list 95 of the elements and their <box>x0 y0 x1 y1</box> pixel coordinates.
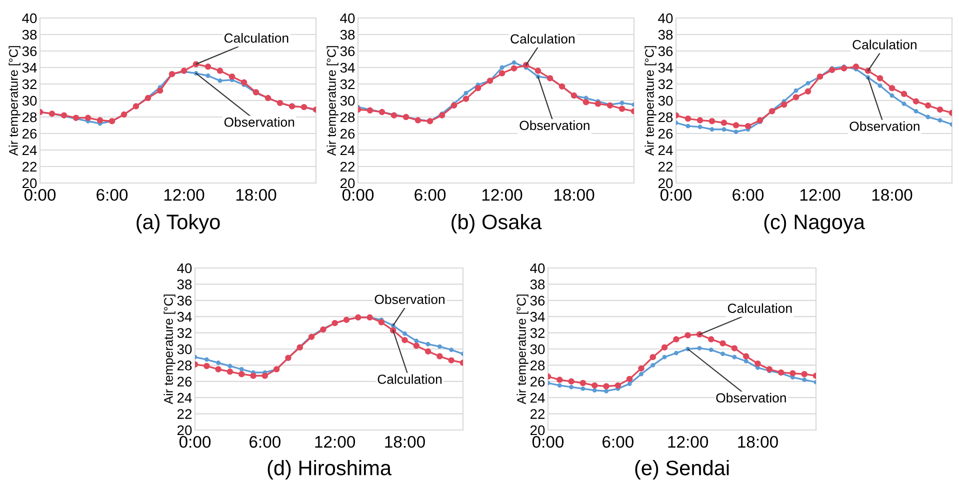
x-tick-label: 0:00 <box>532 436 564 448</box>
x-tick-label: 18:00 <box>554 188 594 201</box>
y-tick-label: 36 <box>177 296 192 306</box>
x-tick-label: 12:00 <box>164 188 204 201</box>
x-tick-label: 0:00 <box>660 188 692 201</box>
y-tick-label: 28 <box>22 112 37 122</box>
annotation: Observation <box>224 117 294 127</box>
y-tick-label: 40 <box>340 13 355 24</box>
y-tick-label: 24 <box>530 392 545 403</box>
y-tick-label: 24 <box>658 145 673 156</box>
y-tick-label: 30 <box>658 96 673 106</box>
x-tick-label: 18:00 <box>236 188 276 201</box>
y-tick-label: 26 <box>22 128 37 139</box>
y-tick-label: 22 <box>340 162 355 172</box>
y-tick-label: 26 <box>177 376 192 387</box>
y-tick-label: 24 <box>177 392 192 403</box>
y-tick-label: 22 <box>22 162 37 172</box>
y-tick-label: 34 <box>177 312 192 322</box>
x-tick-label: 12:00 <box>482 188 522 201</box>
y-tick-label: 40 <box>22 13 37 24</box>
y-tick-label: 40 <box>530 263 545 274</box>
y-tick-label: 20 <box>22 178 37 188</box>
x-tick-label: 0:00 <box>179 436 211 448</box>
y-tick-label: 22 <box>177 409 192 419</box>
y-tick-label: 26 <box>530 376 545 387</box>
y-tick-label: 30 <box>340 96 355 106</box>
y-axis-title: Air temperature [°C] <box>8 46 20 156</box>
annotation: Calculation <box>510 34 574 44</box>
y-tick-label: 30 <box>177 344 192 354</box>
x-tick-label: 6:00 <box>250 436 280 448</box>
x-tick-label: 12:00 <box>668 436 708 448</box>
y-tick-label: 20 <box>658 178 673 188</box>
y-tick-label: 28 <box>658 112 673 122</box>
y-tick-label: 26 <box>658 128 673 139</box>
y-tick-label: 38 <box>658 30 673 40</box>
x-tick-label: 18:00 <box>872 188 912 201</box>
y-tick-label: 30 <box>530 344 545 354</box>
x-tick-label: 6:00 <box>414 188 446 201</box>
text: (a) Tokyo <box>136 214 220 234</box>
y-tick-label: 20 <box>340 178 355 188</box>
y-axis-title: Air temperature [°C] <box>516 294 528 404</box>
y-tick-label: 34 <box>658 62 673 73</box>
y-tick-label: 40 <box>177 263 192 274</box>
x-tick-label: 6:00 <box>602 436 634 448</box>
y-tick-label: 22 <box>658 162 673 172</box>
y-tick-label: 28 <box>177 360 192 370</box>
y-tick-label: 34 <box>22 62 37 73</box>
y-tick-label: 38 <box>22 30 37 40</box>
y-tick-label: 20 <box>530 425 545 436</box>
x-tick-label: 0:00 <box>342 188 374 201</box>
y-tick-label: 28 <box>340 112 355 122</box>
y-tick-label: 22 <box>530 409 545 419</box>
x-tick-label: 18:00 <box>738 436 778 448</box>
y-tick-label: 32 <box>177 328 192 338</box>
annotation: Observation <box>850 121 920 131</box>
y-tick-label: 38 <box>340 30 355 40</box>
x-tick-label: 6:00 <box>96 188 128 201</box>
text: (c) Nagoya <box>764 214 865 234</box>
x-tick-label: 6:00 <box>732 188 764 201</box>
y-tick-label: 32 <box>530 328 545 338</box>
y-tick-label: 36 <box>658 46 673 56</box>
annotation: Calculation <box>378 374 442 384</box>
y-tick-label: 26 <box>340 128 355 139</box>
annotation: Observation <box>520 120 590 130</box>
annotation: Calculation <box>852 40 916 50</box>
y-tick-label: 36 <box>22 46 37 56</box>
annotation: Calculation <box>224 33 288 43</box>
y-tick-label: 24 <box>340 145 355 156</box>
y-tick-label: 32 <box>22 79 37 90</box>
text: (e) Sendai <box>635 460 729 480</box>
annotation: Calculation <box>728 303 792 313</box>
y-tick-label: 36 <box>340 46 355 56</box>
text: (b) Osaka <box>452 214 542 234</box>
y-tick-label: 34 <box>340 62 355 73</box>
x-tick-label: 0:00 <box>24 188 56 201</box>
y-axis-title: Air temperature [°C] <box>644 46 656 156</box>
x-tick-label: 12:00 <box>800 188 840 201</box>
y-tick-label: 38 <box>177 280 192 290</box>
x-tick-label: 18:00 <box>385 436 425 448</box>
y-tick-label: 24 <box>22 145 37 156</box>
y-tick-label: 32 <box>340 79 355 90</box>
y-tick-label: 36 <box>530 296 545 306</box>
y-tick-label: 30 <box>22 96 37 106</box>
y-tick-label: 38 <box>530 280 545 290</box>
y-tick-label: 20 <box>177 425 192 436</box>
x-tick-label: 12:00 <box>315 436 356 448</box>
y-tick-label: 32 <box>658 79 673 90</box>
y-tick-label: 34 <box>530 312 545 322</box>
annotation: Observation <box>716 392 786 403</box>
y-axis-title: Air temperature [°C] <box>326 46 338 156</box>
y-tick-label: 28 <box>530 360 545 370</box>
y-tick-label: 40 <box>658 13 673 24</box>
text: (d) Hiroshima <box>268 460 392 480</box>
annotation: Observation <box>374 294 444 304</box>
y-axis-title: Air temperature [°C] <box>164 294 176 404</box>
